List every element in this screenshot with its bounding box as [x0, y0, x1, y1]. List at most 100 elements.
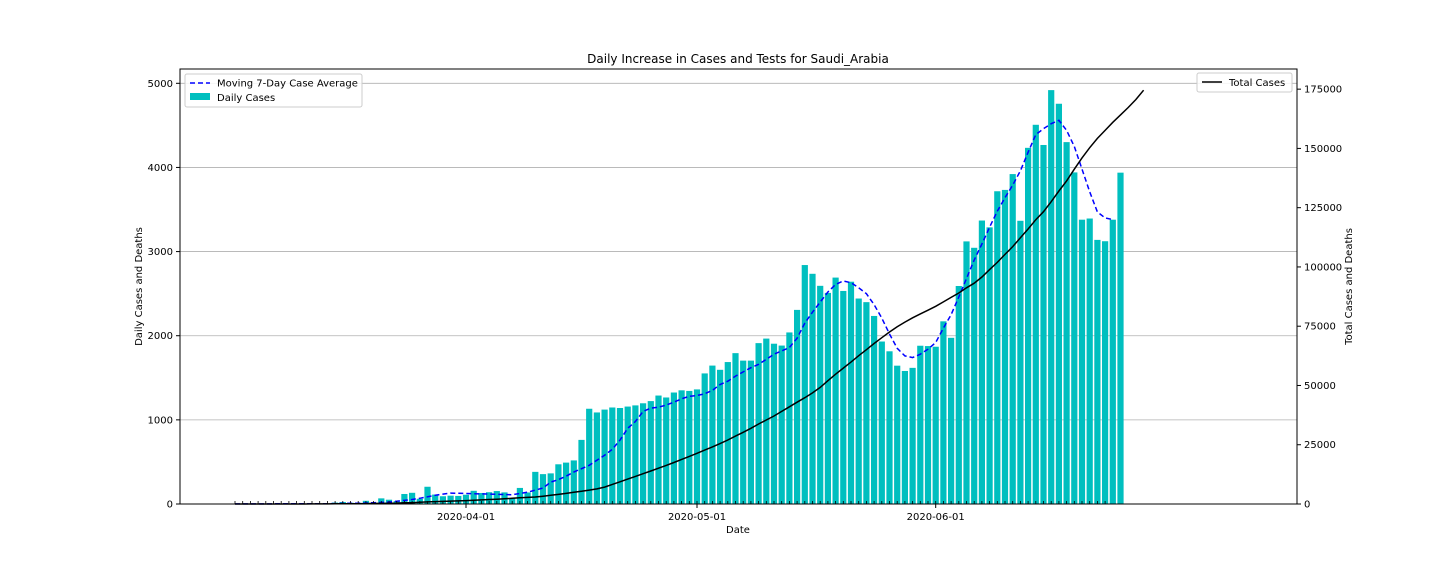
daily-bar: [616, 407, 624, 504]
y-tick-label: 0: [167, 500, 173, 511]
daily-bar: [1055, 103, 1062, 505]
daily-bar: [493, 491, 500, 504]
daily-bar: [847, 281, 855, 504]
daily-bar: [1117, 172, 1124, 504]
daily-bar: [1086, 218, 1093, 504]
daily-bar: [1109, 219, 1116, 504]
daily-bar: [670, 392, 677, 504]
daily-bar: [432, 494, 439, 504]
daily-bar: [586, 408, 593, 504]
daily-cases-bars: [231, 90, 1124, 505]
chart-title: Daily Increase in Cases and Tests for Sa…: [587, 52, 889, 66]
daily-bar: [786, 332, 793, 504]
daily-bar: [871, 315, 878, 504]
daily-bar: [778, 345, 785, 504]
daily-bar: [1094, 239, 1101, 504]
y2-tick-label: 25000: [1304, 440, 1336, 451]
x-tick-label: 2020-06-01: [907, 512, 965, 523]
daily-bar: [563, 462, 570, 504]
daily-bar: [909, 367, 916, 504]
x-axis-label: Date: [726, 525, 750, 536]
daily-bar: [1040, 144, 1047, 504]
daily-bar: [1071, 172, 1078, 504]
daily-bar: [424, 486, 431, 504]
daily-bar: [524, 492, 531, 504]
y-tick-label: 5000: [148, 79, 173, 90]
x-axis-ticks: 2020-04-01 2020-05-01 2020-06-01: [234, 501, 1106, 523]
daily-bar: [678, 390, 685, 504]
daily-bar: [1001, 189, 1009, 504]
daily-bar: [547, 473, 554, 504]
y2-tick-label: 150000: [1304, 144, 1342, 155]
daily-bar: [978, 220, 985, 504]
legend-daily-swatch: [190, 93, 210, 100]
daily-bar: [1063, 142, 1070, 505]
legend-average-label: Moving 7-Day Case Average: [217, 79, 358, 90]
daily-bar: [717, 369, 724, 504]
daily-bar: [894, 365, 901, 504]
daily-bar: [447, 495, 454, 504]
daily-bar: [824, 292, 831, 504]
daily-bar: [439, 496, 446, 504]
daily-bar: [539, 474, 547, 504]
daily-bar: [1009, 174, 1016, 504]
daily-bar: [462, 494, 470, 504]
daily-bar: [840, 290, 847, 504]
y-tick-label: 2000: [148, 331, 173, 342]
daily-bar: [963, 241, 970, 504]
daily-bar: [470, 490, 477, 504]
y-tick-label: 3000: [148, 247, 173, 258]
daily-bar: [832, 277, 839, 504]
daily-bar: [401, 493, 408, 504]
daily-bar: [1032, 124, 1039, 504]
daily-bar: [570, 460, 577, 504]
daily-bar: [809, 273, 816, 504]
daily-bar: [801, 265, 808, 504]
daily-bar: [1102, 241, 1109, 504]
daily-bar: [409, 492, 416, 504]
y2-tick-label: 50000: [1304, 381, 1336, 392]
plot-frame: [179, 68, 1298, 505]
daily-bar: [532, 471, 539, 504]
daily-bar: [971, 247, 978, 504]
daily-bar: [693, 389, 701, 504]
legend-left: Moving 7-Day Case Average Daily Cases: [184, 73, 363, 108]
daily-bar: [632, 405, 639, 504]
daily-bar: [701, 373, 708, 504]
daily-bar: [455, 495, 462, 504]
daily-bar: [516, 487, 523, 504]
legend-daily-label: Daily Cases: [217, 93, 275, 104]
daily-bar: [1017, 220, 1024, 504]
daily-bar: [794, 309, 801, 504]
daily-bar: [601, 409, 608, 504]
daily-bar: [917, 345, 924, 504]
daily-bar: [955, 285, 962, 504]
legend-right-frame: [1196, 72, 1293, 93]
daily-bar: [747, 360, 754, 504]
daily-bar: [486, 492, 493, 504]
daily-bar: [994, 191, 1001, 505]
right-axis-ticks: 0 25000 50000 75000 100000 125000 150000 175000: [1297, 85, 1342, 511]
daily-bar: [655, 395, 662, 504]
y2-tick-label: 75000: [1304, 322, 1336, 333]
y-tick-label: 1000: [148, 415, 173, 426]
daily-bar: [578, 439, 585, 504]
daily-bar: [886, 351, 893, 504]
daily-bar: [817, 285, 824, 504]
daily-bar: [948, 337, 955, 504]
daily-bar: [640, 403, 647, 504]
y2-axis-label: Total Cases and Deaths: [1344, 228, 1355, 346]
left-axis-ticks: 0 1000 2000 3000 4000 5000: [148, 79, 180, 511]
y2-tick-label: 175000: [1304, 85, 1342, 96]
daily-bar: [663, 397, 670, 504]
daily-bar: [555, 464, 562, 504]
daily-bar: [686, 390, 693, 504]
daily-bar: [986, 227, 993, 504]
daily-bar: [770, 343, 778, 504]
daily-bar: [1078, 219, 1086, 504]
daily-bar: [732, 353, 739, 504]
daily-bar: [878, 341, 885, 504]
daily-bar: [724, 362, 731, 504]
daily-bar: [901, 370, 908, 504]
